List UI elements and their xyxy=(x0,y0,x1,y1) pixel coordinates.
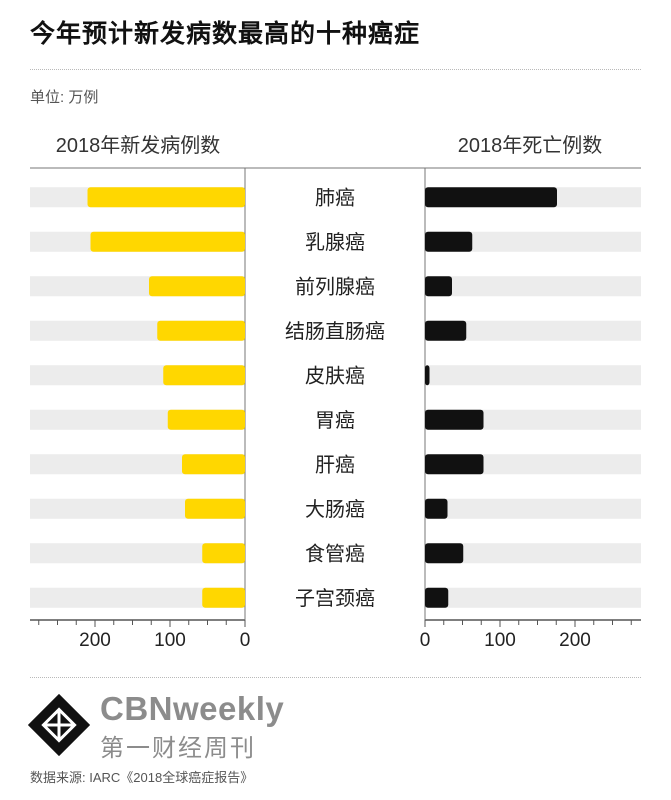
row-band xyxy=(425,587,641,608)
bar-new-cases xyxy=(90,231,245,252)
tick-label-left: 200 xyxy=(79,630,111,651)
row-band xyxy=(30,543,245,564)
category-label: 皮肤癌 xyxy=(305,364,365,387)
tick-label-right: 100 xyxy=(484,630,516,651)
tick-label-right: 0 xyxy=(420,630,431,651)
row-band xyxy=(30,587,245,608)
unit-label: 单位: 万例 xyxy=(30,89,99,106)
brand-name-cn: 第一财经周刊 xyxy=(100,735,256,762)
category-label: 乳腺癌 xyxy=(305,231,365,254)
bar-deaths xyxy=(425,543,464,564)
bar-deaths xyxy=(425,587,449,608)
bar-deaths xyxy=(425,365,430,386)
row-band xyxy=(425,543,641,564)
row-band xyxy=(425,498,641,519)
bar-deaths xyxy=(425,498,448,519)
bar-new-cases xyxy=(163,365,245,386)
category-label: 胃癌 xyxy=(315,409,355,432)
row-band xyxy=(425,320,641,341)
category-label: 食管癌 xyxy=(305,542,365,565)
category-label: 前列腺癌 xyxy=(295,275,375,298)
chart-title: 今年预计新发病数最高的十种癌症 xyxy=(30,20,421,48)
category-label: 大肠癌 xyxy=(305,498,365,521)
bar-new-cases xyxy=(202,587,245,608)
series-label-deaths: 2018年死亡例数 xyxy=(458,134,603,157)
tick-label-right: 200 xyxy=(559,630,591,651)
tick-label-left: 0 xyxy=(240,630,251,651)
bar-deaths xyxy=(425,409,484,430)
category-label: 肝癌 xyxy=(315,453,355,476)
row-band xyxy=(425,276,641,297)
bar-deaths xyxy=(425,231,473,252)
category-label: 结肠直肠癌 xyxy=(285,320,385,343)
bar-new-cases xyxy=(182,454,245,475)
cbn-logo-icon xyxy=(28,694,90,756)
category-label: 肺癌 xyxy=(315,186,355,209)
bar-deaths xyxy=(425,320,467,341)
row-band xyxy=(425,365,641,386)
bar-deaths xyxy=(425,187,557,208)
title-divider xyxy=(30,69,641,70)
brand-name-en: CBNweekly xyxy=(100,690,285,727)
bar-deaths xyxy=(425,276,452,297)
bar-new-cases xyxy=(149,276,245,297)
row-band xyxy=(425,231,641,252)
bar-new-cases xyxy=(87,187,245,208)
bar-new-cases xyxy=(185,498,245,519)
bar-new-cases xyxy=(157,320,245,341)
tick-label-left: 100 xyxy=(154,630,186,651)
series-label-new-cases: 2018年新发病例数 xyxy=(56,134,221,157)
bar-deaths xyxy=(425,454,484,475)
footer-divider xyxy=(30,677,641,678)
bar-new-cases xyxy=(167,409,245,430)
category-label: 子宫颈癌 xyxy=(295,587,375,610)
data-source: 数据来源: IARC《2018全球癌症报告》 xyxy=(30,770,254,785)
bar-new-cases xyxy=(202,543,245,564)
